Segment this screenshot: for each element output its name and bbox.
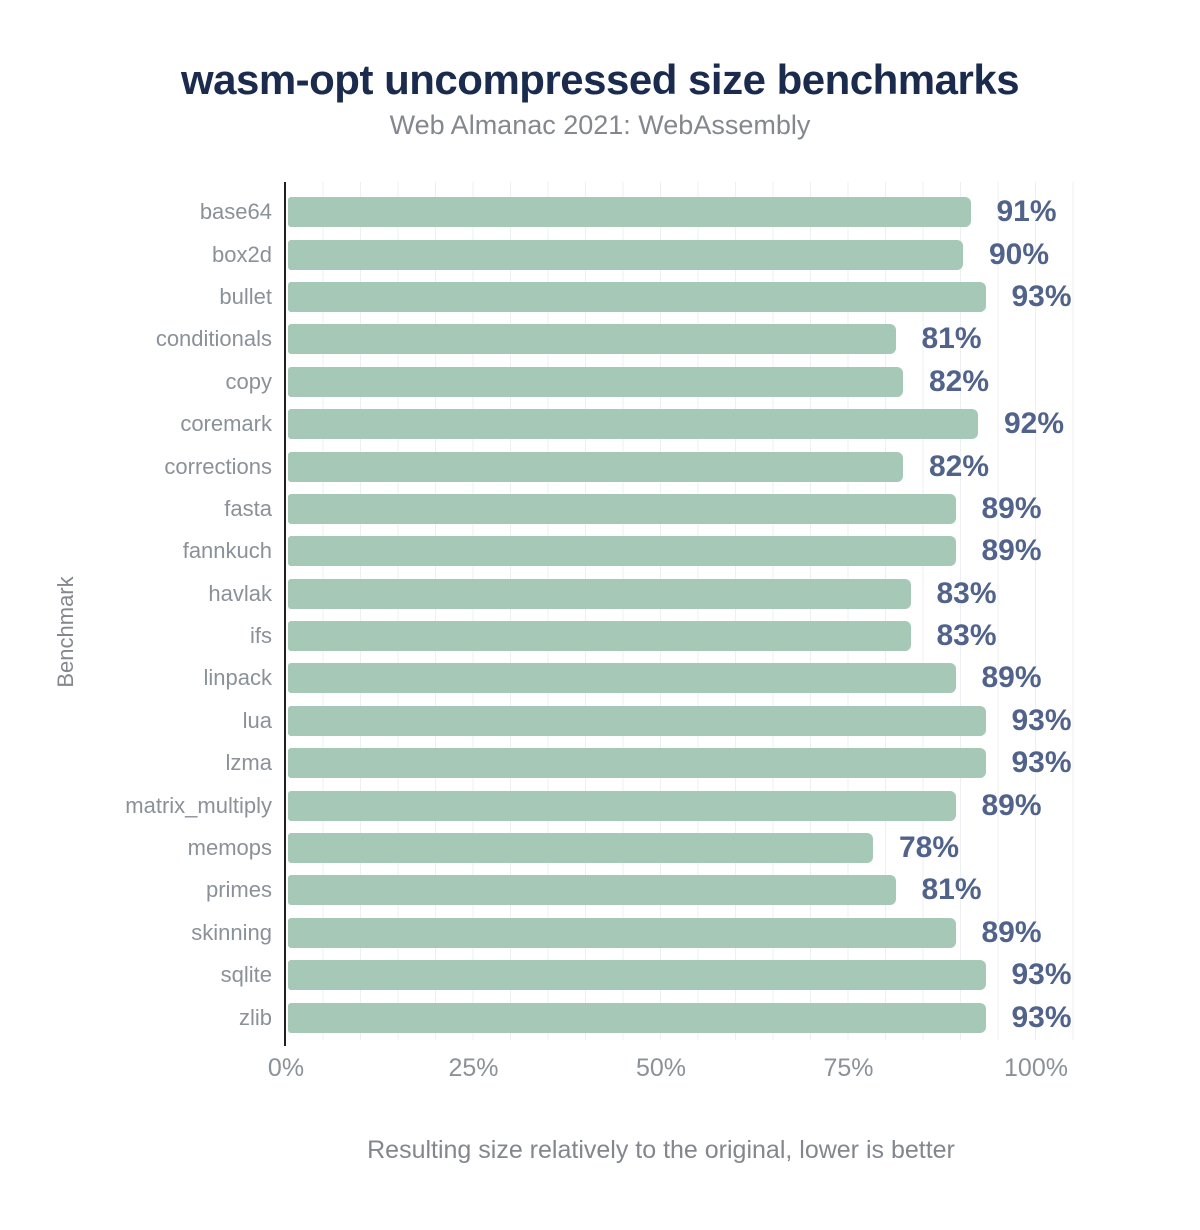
bar [288, 578, 911, 609]
y-axis-line [284, 182, 286, 1046]
bar [288, 790, 956, 821]
x-tick-label: 100% [1004, 1054, 1068, 1082]
category-label: corrections [164, 453, 272, 479]
category-label: zlib [238, 1004, 272, 1030]
category-label: primes [205, 877, 272, 903]
category-label: box2d [212, 241, 272, 267]
category-label: havlak [208, 580, 272, 606]
bar-row: lzma 93% [0, 742, 1200, 784]
bar-row: linpack 89% [0, 657, 1200, 699]
value-label: 93% [1011, 703, 1072, 737]
bar-row: corrections 82% [0, 445, 1200, 487]
bar-row: box2d 90% [0, 233, 1200, 275]
bar-row: lua 93% [0, 700, 1200, 742]
bar-row: fasta 89% [0, 488, 1200, 530]
value-label: 91% [996, 195, 1057, 229]
value-label: 81% [921, 322, 982, 356]
bar [288, 536, 956, 567]
value-label: 83% [936, 576, 997, 610]
category-label: copy [225, 368, 272, 394]
value-label: 93% [1011, 279, 1072, 313]
bar [288, 324, 896, 355]
bar-row: sqlite 93% [0, 954, 1200, 996]
bar [288, 748, 986, 779]
bar [288, 663, 956, 694]
category-label: lua [242, 707, 272, 733]
value-label: 93% [1011, 1000, 1072, 1034]
bar [288, 239, 963, 270]
value-label: 93% [1011, 958, 1072, 992]
value-label: 89% [981, 534, 1042, 568]
bar [288, 621, 911, 652]
bar-row: base64 91% [0, 191, 1200, 233]
bar [288, 451, 903, 482]
value-label: 82% [929, 364, 990, 398]
x-axis-title: Resulting size relatively to the origina… [367, 1136, 955, 1164]
category-label: conditionals [155, 326, 272, 352]
bar [288, 1002, 986, 1033]
bar-row: copy 82% [0, 361, 1200, 403]
bar [288, 875, 896, 906]
chart-title: wasm-opt uncompressed size benchmarks [180, 56, 1020, 103]
bar [288, 197, 971, 228]
value-label: 92% [1004, 407, 1065, 441]
chart-subtitle: Web Almanac 2021: WebAssembly [389, 110, 811, 140]
category-label: sqlite [220, 962, 272, 988]
value-label: 89% [981, 661, 1042, 695]
category-label: matrix_multiply [125, 792, 272, 818]
value-label: 93% [1011, 746, 1072, 780]
category-label: ifs [250, 623, 272, 649]
category-label: bullet [219, 283, 272, 309]
category-label: skinning [191, 919, 272, 945]
bar-row: primes 81% [0, 869, 1200, 911]
value-label: 89% [981, 915, 1042, 949]
category-label: coremark [180, 411, 272, 437]
x-tick-label: 0% [267, 1054, 305, 1082]
bar-row: conditionals 81% [0, 318, 1200, 360]
bar [288, 960, 986, 991]
bar-row: ifs 83% [0, 615, 1200, 657]
value-label: 89% [981, 788, 1042, 822]
bar [288, 409, 978, 440]
bar-row: bullet 93% [0, 276, 1200, 318]
category-label: linpack [203, 665, 272, 691]
value-label: 78% [899, 831, 960, 865]
bar [288, 917, 956, 948]
x-axis-ticks: 0% 25% 50% 75% 100% [0, 1054, 1200, 1084]
bar-row: coremark 92% [0, 403, 1200, 445]
bar-row: memops 78% [0, 827, 1200, 869]
value-label: 89% [981, 491, 1042, 525]
value-label: 83% [936, 619, 997, 653]
bar-row: fannkuch 89% [0, 530, 1200, 572]
category-label: fannkuch [182, 538, 272, 564]
x-tick-label: 75% [823, 1054, 874, 1082]
category-label: base64 [199, 199, 272, 225]
bar [288, 705, 986, 736]
bar [288, 281, 986, 312]
category-label: lzma [225, 750, 272, 776]
category-label: memops [187, 835, 272, 861]
category-label: fasta [224, 495, 272, 521]
bar-row: zlib 93% [0, 996, 1200, 1038]
value-label: 90% [989, 237, 1050, 271]
x-tick-label: 25% [448, 1054, 499, 1082]
bar-row: matrix_multiply 89% [0, 784, 1200, 826]
bar [288, 493, 956, 524]
bar [288, 833, 873, 864]
bar [288, 366, 903, 397]
value-label: 82% [929, 449, 990, 483]
x-tick-label: 50% [635, 1054, 687, 1082]
value-label: 81% [921, 873, 982, 907]
bar-row: skinning 89% [0, 912, 1200, 954]
bar-rows: base64 91% box2d 90% bullet 93% conditio… [0, 191, 1200, 1039]
bar-row: havlak 83% [0, 573, 1200, 615]
